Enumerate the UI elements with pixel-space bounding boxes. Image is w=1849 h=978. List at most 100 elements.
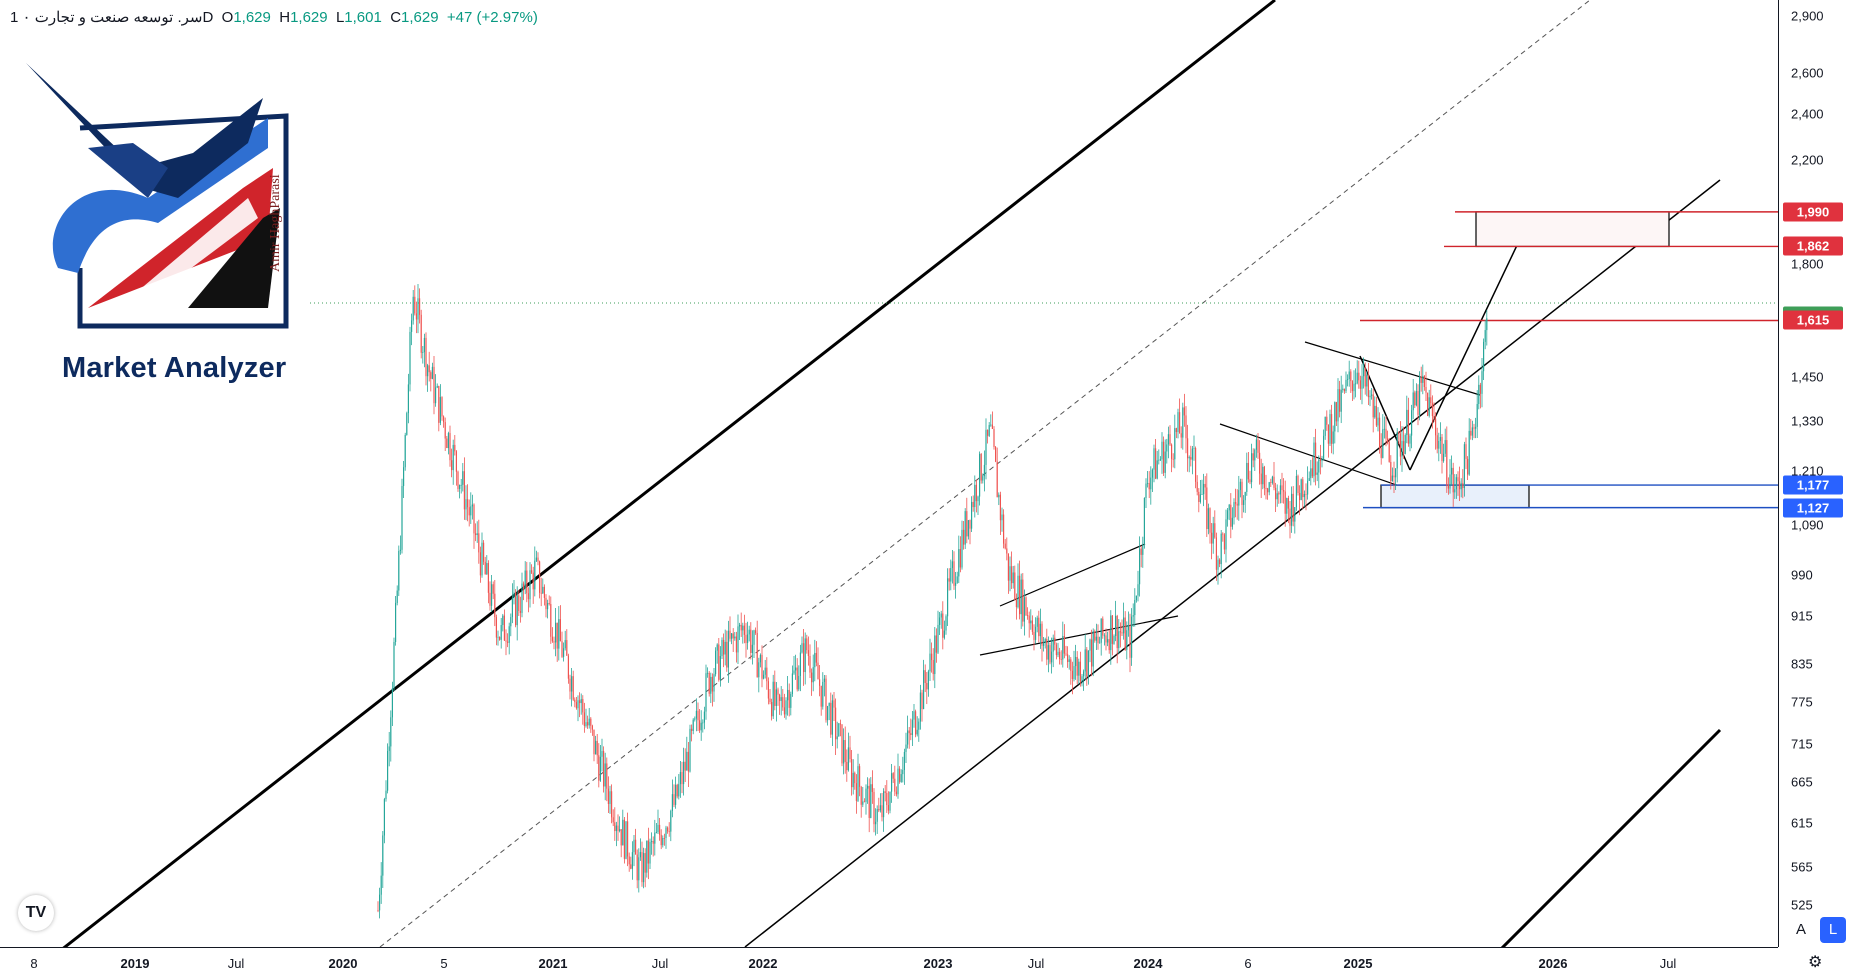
candle-body <box>1307 480 1309 495</box>
candle-body <box>1321 458 1323 462</box>
candle-body <box>1103 635 1105 637</box>
candle-body <box>382 835 384 876</box>
candle-body <box>759 654 761 663</box>
price-axis[interactable]: 2,900 2,600 2,400 2,200 1,800 1,450 1,330 1,210… <box>1778 0 1849 947</box>
candle-body <box>1158 459 1160 461</box>
candle-body <box>596 740 598 756</box>
candle-body <box>1460 483 1462 490</box>
candle-body <box>462 471 464 485</box>
candle-body <box>815 652 817 663</box>
candle-body <box>1071 670 1073 680</box>
candle-body <box>827 706 829 721</box>
candle-body <box>1339 389 1341 412</box>
candle-body <box>1239 481 1241 491</box>
log-scale-button[interactable]: L <box>1820 917 1846 943</box>
candle-body <box>1369 395 1371 398</box>
candle-body <box>625 821 627 859</box>
legend-dot: ۰ <box>22 9 31 26</box>
candle-body <box>1411 410 1413 436</box>
candle-body <box>1406 409 1408 436</box>
candle-body <box>1403 441 1405 454</box>
settings-icon[interactable]: ⚙ <box>1808 954 1823 971</box>
candle-body <box>991 424 993 429</box>
candle-body <box>1308 478 1310 481</box>
candle-body <box>1302 479 1304 498</box>
candle-body <box>1361 376 1363 389</box>
candle-body <box>1332 431 1334 444</box>
candle-body <box>588 718 590 726</box>
candle-body <box>1436 435 1438 449</box>
candle-body <box>1273 476 1275 488</box>
candle-body <box>379 894 381 911</box>
price-tick: 835 <box>1791 656 1813 672</box>
candle-body <box>1123 617 1125 634</box>
candle-body <box>803 643 805 673</box>
time-label: 5 <box>440 956 448 971</box>
candle-body <box>862 801 864 805</box>
candle-body <box>1155 448 1157 479</box>
candle-body <box>934 635 936 675</box>
candle-body <box>996 461 998 498</box>
candle-body <box>1161 441 1163 460</box>
candle-body <box>870 784 872 818</box>
chart-area[interactable]: سر. توسعه صنعت و تجارت ۰ 1D O1,629 H1,62… <box>0 0 1778 947</box>
candle-body <box>895 791 897 795</box>
candle-body <box>951 561 953 569</box>
candle-body <box>782 697 784 708</box>
candle-body <box>742 625 744 631</box>
candle-body <box>974 484 976 508</box>
candle-body <box>1041 623 1043 646</box>
candle-body <box>971 501 973 529</box>
candle-body <box>823 678 825 682</box>
candle-body <box>993 428 995 447</box>
candle-body <box>1265 488 1267 489</box>
candle-body <box>1382 429 1384 458</box>
candle-body <box>558 619 560 649</box>
candle-body <box>571 676 573 692</box>
candle-body <box>1247 462 1249 480</box>
candle-body <box>603 751 605 787</box>
candle-body <box>499 636 501 640</box>
candle-body <box>859 766 861 787</box>
candle-body <box>1055 644 1057 656</box>
candle-body <box>1011 566 1013 584</box>
time-axis[interactable]: 8 2019 Jul 2020 5 2021 Jul 2022 2023 Jul 2024 6 2025… <box>0 947 1778 978</box>
time-label: Jul <box>227 956 245 971</box>
candle-body <box>1305 493 1307 495</box>
price-chart[interactable] <box>0 0 1778 947</box>
candle-body <box>983 464 985 477</box>
logo-brand-text: Market Analyzer <box>62 352 287 384</box>
candle-body <box>420 314 422 353</box>
candle-body <box>865 788 867 802</box>
candle-body <box>1313 442 1315 477</box>
candle-body <box>391 688 393 718</box>
candle-body <box>1182 407 1184 438</box>
candle-body <box>1407 409 1409 444</box>
candle-body <box>883 791 885 818</box>
interval-label[interactable]: 1D <box>10 9 214 26</box>
candle-body <box>1172 458 1174 460</box>
candle-body <box>646 840 648 873</box>
price-tag: 1,990 <box>1783 202 1843 222</box>
candle-body <box>393 641 395 689</box>
candle-body <box>1409 435 1411 444</box>
candle-body <box>1227 510 1229 520</box>
candle-body <box>767 681 769 699</box>
candle-body <box>929 653 931 672</box>
candle-body <box>750 629 752 653</box>
candle-body <box>673 794 675 805</box>
candle-body <box>529 570 531 600</box>
tradingview-logo-icon[interactable]: TV <box>18 895 54 931</box>
candle-body <box>582 699 584 713</box>
candle-body <box>739 624 741 627</box>
candle-body <box>1367 374 1369 398</box>
candle-body <box>655 832 657 833</box>
candle-body <box>1193 448 1195 449</box>
candle-body <box>734 636 736 639</box>
candle-body <box>772 681 774 717</box>
candle-body <box>998 494 1000 498</box>
auto-scale-button[interactable]: A <box>1788 917 1814 943</box>
symbol-name[interactable]: سر. توسعه صنعت و تجارت <box>34 9 203 26</box>
candle-body <box>481 542 483 576</box>
candle-body <box>436 386 438 388</box>
